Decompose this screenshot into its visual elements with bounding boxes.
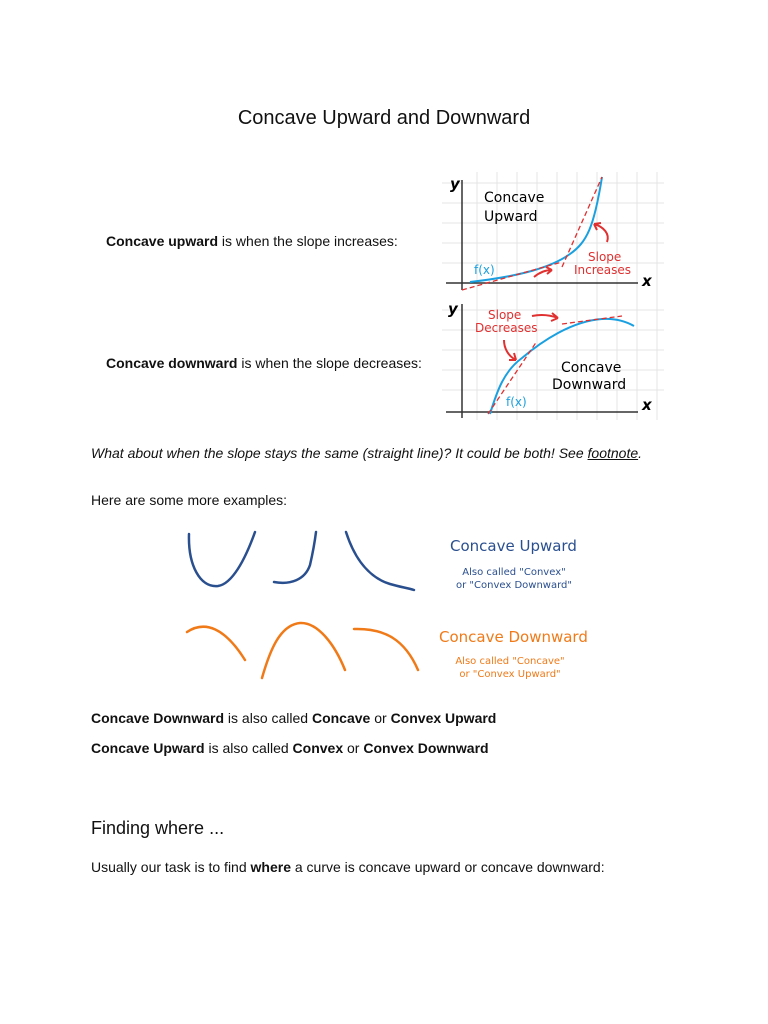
alias-line: Concave Downward is also called Concave … bbox=[91, 709, 496, 727]
tangent bbox=[561, 315, 623, 325]
paragraph: Here are some more examples: bbox=[91, 492, 288, 508]
emphasis: where bbox=[250, 859, 291, 875]
section-heading: Finding where ... bbox=[91, 818, 225, 838]
text: Usually our task is to find bbox=[91, 859, 247, 875]
graph-down: y x Slope Decreases Concave Downward f(x… bbox=[442, 296, 664, 420]
concave-curves bbox=[185, 621, 420, 680]
text: or bbox=[347, 740, 360, 756]
term: Convex Upward bbox=[390, 710, 497, 726]
example-title: Concave Upward bbox=[450, 537, 577, 555]
page-title: Concave Upward and Downward bbox=[237, 107, 531, 129]
term: Concave upward bbox=[106, 233, 219, 249]
convex-curves bbox=[187, 530, 416, 592]
arrow bbox=[503, 339, 517, 361]
arrow bbox=[593, 222, 609, 243]
question: What about when the slope stays the same… bbox=[91, 444, 642, 462]
paragraph: Usually our task is to find where a curv… bbox=[91, 858, 605, 876]
footnote-link[interactable]: footnote bbox=[587, 445, 639, 461]
slope-label: Slope bbox=[488, 308, 521, 322]
arrow bbox=[531, 312, 559, 322]
text: or bbox=[374, 710, 387, 726]
fx-label: f(x) bbox=[506, 395, 527, 409]
graph-label: Upward bbox=[484, 209, 538, 225]
term: Concave downward bbox=[106, 355, 238, 371]
tangent bbox=[487, 340, 538, 415]
intro-line: Concave downward is when the slope decre… bbox=[106, 354, 422, 372]
term: Concave Downward bbox=[91, 710, 225, 726]
text: is also called bbox=[208, 740, 289, 756]
graph-label: Downward bbox=[552, 377, 626, 393]
slope-label: Decreases bbox=[475, 321, 538, 335]
arrow bbox=[533, 266, 553, 278]
x-label: x bbox=[641, 272, 653, 290]
term: Convex Downward bbox=[363, 740, 489, 756]
tangent bbox=[461, 261, 563, 291]
intro-line: Concave upward is when the slope increas… bbox=[106, 232, 398, 250]
fx-label: f(x) bbox=[474, 263, 495, 277]
graph-label: Concave bbox=[561, 360, 621, 376]
example-note: Also called "Concave" bbox=[455, 656, 564, 667]
text: is also called bbox=[227, 710, 309, 726]
slope-label: Slope bbox=[588, 250, 621, 264]
grid bbox=[442, 172, 664, 296]
example-title: Concave Downward bbox=[439, 628, 588, 646]
term: Concave bbox=[311, 710, 371, 726]
examples-figure: Concave Upward Also called "Convex" or "… bbox=[185, 530, 588, 680]
text: is when the slope increases: bbox=[221, 233, 398, 249]
term: Convex bbox=[292, 740, 344, 756]
text: What about when the slope stays the same… bbox=[91, 445, 584, 461]
y-label: y bbox=[448, 300, 459, 318]
example-note: Also called "Convex" bbox=[462, 567, 565, 578]
tangent bbox=[561, 176, 603, 268]
text: . bbox=[638, 445, 643, 461]
graph-up: y x Concave Upward Slope Increases f(x) bbox=[442, 172, 664, 296]
grid bbox=[442, 296, 664, 420]
x-label: x bbox=[641, 396, 653, 414]
graph-label: Concave bbox=[484, 190, 544, 206]
y-label: y bbox=[450, 175, 461, 193]
text: a curve is concave upward or concave dow… bbox=[294, 859, 605, 875]
term: Concave Upward bbox=[91, 740, 205, 756]
alias-line: Concave Upward is also called Convex or … bbox=[91, 739, 489, 757]
example-note: or "Convex Downward" bbox=[456, 580, 572, 591]
example-note: or "Convex Upward" bbox=[459, 669, 560, 680]
text: is when the slope decreases: bbox=[241, 355, 422, 371]
curve bbox=[489, 317, 635, 415]
slope-label: Increases bbox=[574, 263, 631, 277]
